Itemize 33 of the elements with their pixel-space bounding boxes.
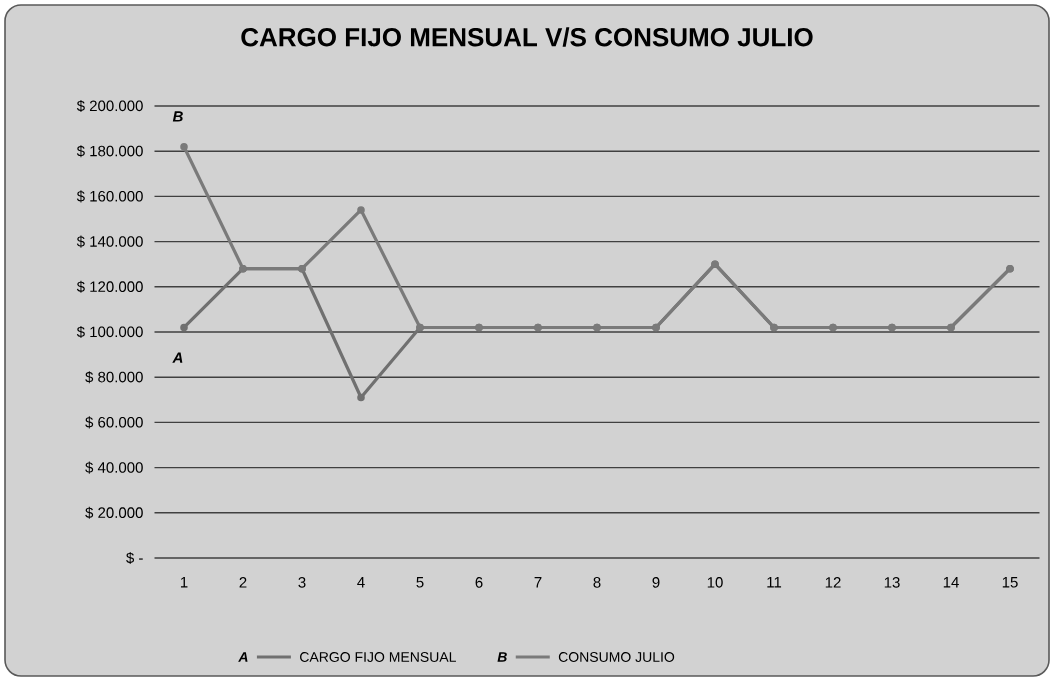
x-tick-label: 3 [298, 577, 306, 588]
text: B [497, 652, 507, 662]
x-tick-label: 9 [652, 577, 660, 588]
x-tick-label: 2 [239, 577, 247, 588]
chart-title: CARGO FIJO MENSUAL V/S CONSUMO JULIO [241, 27, 813, 47]
y-tick-label: $ 160.000 [76, 190, 143, 203]
legend-label: CARGO FIJO MENSUAL [300, 652, 456, 662]
y-tick-label: $ 140.000 [76, 235, 143, 248]
x-tick-label: 6 [475, 577, 483, 588]
x-tick-label: 1 [180, 577, 188, 588]
x-tick-label: 10 [707, 577, 723, 588]
x-tick-label: 8 [593, 577, 601, 588]
y-tick-label: $ 100.000 [76, 325, 143, 339]
text: A [238, 652, 248, 662]
y-tick-label: $ 80.000 [85, 371, 143, 384]
x-tick-label: 4 [357, 577, 365, 588]
annotation: B [172, 111, 183, 122]
x-tick-label: 11 [767, 577, 782, 588]
x-tick-label: 13 [884, 577, 900, 588]
y-tick-label: $ 40.000 [85, 461, 143, 474]
y-tick-label: $ 120.000 [76, 280, 143, 293]
x-tick-label: 14 [943, 577, 959, 588]
y-tick-label: $ 60.000 [85, 416, 143, 429]
y-tick-label: $ - [126, 551, 143, 565]
y-tick-label: $ 20.000 [85, 506, 143, 519]
x-tick-label: 5 [416, 577, 424, 588]
x-tick-label: 15 [1002, 577, 1018, 588]
legend-label: CONSUMO JULIO [558, 652, 675, 662]
x-tick-label: 7 [534, 577, 542, 588]
annotation: A [172, 352, 183, 363]
y-tick-label: $ 180.000 [76, 145, 143, 158]
y-tick-label: $ 200.000 [76, 99, 143, 113]
x-tick-label: 12 [825, 577, 841, 588]
